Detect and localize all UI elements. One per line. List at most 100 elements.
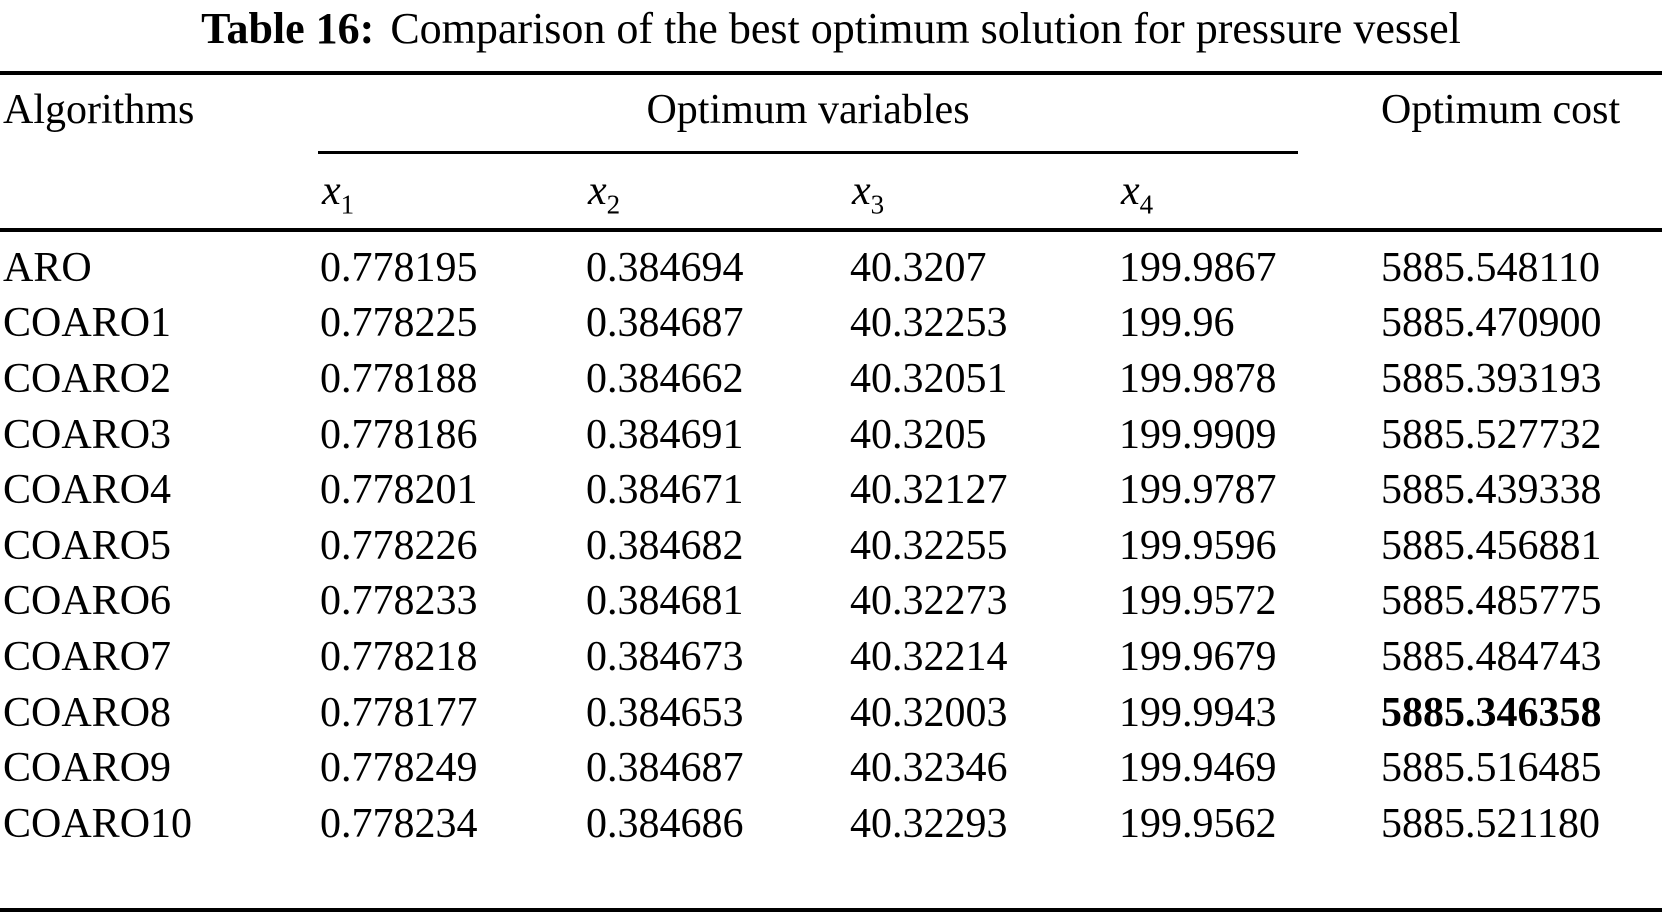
- cell-x3: 40.32273: [850, 578, 1008, 625]
- group-header-optimum-variables: Optimum variables: [646, 87, 970, 133]
- cell-x2: 0.384681: [586, 578, 744, 625]
- table-row: COARO8 0.778177 0.384653 40.32003 199.99…: [3, 685, 1662, 741]
- cell-x1: 0.778188: [320, 355, 478, 402]
- cell-x1: 0.778233: [320, 578, 478, 625]
- cell-x3: 40.3205: [850, 411, 987, 458]
- cell-algorithm: COARO2: [3, 355, 172, 402]
- table-caption-text: Comparison of the best optimum solution …: [390, 4, 1461, 53]
- bottom-rule: [0, 908, 1662, 912]
- var-x1-sub: 1: [340, 189, 355, 220]
- cell-algorithm: COARO5: [3, 522, 172, 569]
- var-x1-base: x: [322, 168, 341, 214]
- cell-x4: 199.9469: [1119, 745, 1277, 792]
- cell-x2: 0.384691: [586, 411, 744, 458]
- cell-x3: 40.32293: [850, 800, 1008, 847]
- table-caption-label: Table 16:: [201, 4, 375, 53]
- cell-algorithm: COARO8: [3, 689, 172, 736]
- cell-x4: 199.9867: [1119, 244, 1277, 291]
- table-caption: Table 16: Comparison of the best optimum …: [0, 3, 1662, 54]
- cell-x1: 0.778195: [320, 244, 478, 291]
- cell-x2: 0.384686: [586, 800, 744, 847]
- cell-x1: 0.778186: [320, 411, 478, 458]
- cell-x3: 40.32127: [850, 467, 1008, 514]
- table-body: ARO 0.778195 0.384694 40.3207 199.9867 5…: [3, 240, 1662, 852]
- cell-x2: 0.384687: [586, 300, 744, 347]
- cell-cost: 5885.456881: [1381, 522, 1602, 569]
- table-row: COARO4 0.778201 0.384671 40.32127 199.97…: [3, 462, 1662, 518]
- cell-x3: 40.32051: [850, 355, 1008, 402]
- cell-x4: 199.96: [1119, 300, 1235, 347]
- cell-x3: 40.32214: [850, 633, 1008, 680]
- cell-x2: 0.384682: [586, 522, 744, 569]
- cell-cost: 5885.439338: [1381, 467, 1602, 514]
- var-x2-sub: 2: [606, 189, 621, 220]
- cell-algorithm: COARO4: [3, 467, 172, 514]
- cell-x4: 199.9572: [1119, 578, 1277, 625]
- cell-x2: 0.384694: [586, 244, 744, 291]
- cell-cost: 5885.393193: [1381, 355, 1602, 402]
- cell-cost: 5885.485775: [1381, 578, 1602, 625]
- table-row: COARO9 0.778249 0.384687 40.32346 199.94…: [3, 740, 1662, 796]
- cell-x3: 40.32346: [850, 745, 1008, 792]
- cell-x1: 0.778201: [320, 467, 478, 514]
- cell-x3: 40.32003: [850, 689, 1008, 736]
- col-header-optimum-cost: Optimum cost: [1381, 87, 1621, 133]
- cell-cost: 5885.516485: [1381, 745, 1602, 792]
- var-x4-sub: 4: [1139, 189, 1154, 220]
- cell-x1: 0.778226: [320, 522, 478, 569]
- cell-x2: 0.384653: [586, 689, 744, 736]
- cell-x3: 40.3207: [850, 244, 987, 291]
- table-row: COARO2 0.778188 0.384662 40.32051 199.98…: [3, 351, 1662, 407]
- cell-x4: 199.9562: [1119, 800, 1277, 847]
- var-header-x2: x2: [588, 167, 620, 220]
- cell-x4: 199.9679: [1119, 633, 1277, 680]
- table-row: COARO10 0.778234 0.384686 40.32293 199.9…: [3, 796, 1662, 852]
- cell-algorithm: COARO9: [3, 745, 172, 792]
- var-header-x1: x1: [322, 167, 354, 220]
- cell-x2: 0.384687: [586, 745, 744, 792]
- cell-x2: 0.384662: [586, 355, 744, 402]
- cell-algorithm: ARO: [3, 244, 92, 291]
- cell-cost: 5885.484743: [1381, 633, 1602, 680]
- table-row: COARO3 0.778186 0.384691 40.3205 199.990…: [3, 407, 1662, 463]
- cell-cost: 5885.527732: [1381, 411, 1602, 458]
- cell-cost: 5885.521180: [1381, 800, 1600, 847]
- cell-algorithm: COARO6: [3, 578, 172, 625]
- var-x2-base: x: [588, 168, 607, 214]
- table-row: COARO1 0.778225 0.384687 40.32253 199.96…: [3, 296, 1662, 352]
- col-header-algorithms: Algorithms: [3, 87, 195, 133]
- optimum-variables-underline-rule: [318, 151, 1298, 154]
- top-rule: [0, 71, 1662, 75]
- cell-algorithm: COARO1: [3, 300, 172, 347]
- cell-x4: 199.9909: [1119, 411, 1277, 458]
- var-header-x3: x3: [852, 167, 884, 220]
- cell-cost-best: 5885.346358: [1381, 689, 1602, 736]
- table-row: COARO6 0.778233 0.384681 40.32273 199.95…: [3, 574, 1662, 630]
- cell-x1: 0.778249: [320, 745, 478, 792]
- var-header-x4: x4: [1121, 167, 1153, 220]
- table-row: COARO7 0.778218 0.384673 40.32214 199.96…: [3, 629, 1662, 685]
- cell-x4: 199.9943: [1119, 689, 1277, 736]
- cell-algorithm: COARO10: [3, 800, 193, 847]
- cell-x4: 199.9787: [1119, 467, 1277, 514]
- cell-x2: 0.384673: [586, 633, 744, 680]
- cell-cost: 5885.470900: [1381, 300, 1602, 347]
- cell-algorithm: COARO7: [3, 633, 172, 680]
- cell-algorithm: COARO3: [3, 411, 172, 458]
- cell-x1: 0.778177: [320, 689, 478, 736]
- cell-x2: 0.384671: [586, 467, 744, 514]
- header-rule: [0, 228, 1662, 232]
- var-x3-sub: 3: [870, 189, 885, 220]
- table-row: COARO5 0.778226 0.384682 40.32255 199.95…: [3, 518, 1662, 574]
- var-x3-base: x: [852, 168, 871, 214]
- cell-x4: 199.9596: [1119, 522, 1277, 569]
- cell-x3: 40.32255: [850, 522, 1008, 569]
- var-x4-base: x: [1121, 168, 1140, 214]
- cell-x4: 199.9878: [1119, 355, 1277, 402]
- cell-x3: 40.32253: [850, 300, 1008, 347]
- cell-x1: 0.778234: [320, 800, 478, 847]
- cell-x1: 0.778218: [320, 633, 478, 680]
- table-row: ARO 0.778195 0.384694 40.3207 199.9867 5…: [3, 240, 1662, 296]
- cell-x1: 0.778225: [320, 300, 478, 347]
